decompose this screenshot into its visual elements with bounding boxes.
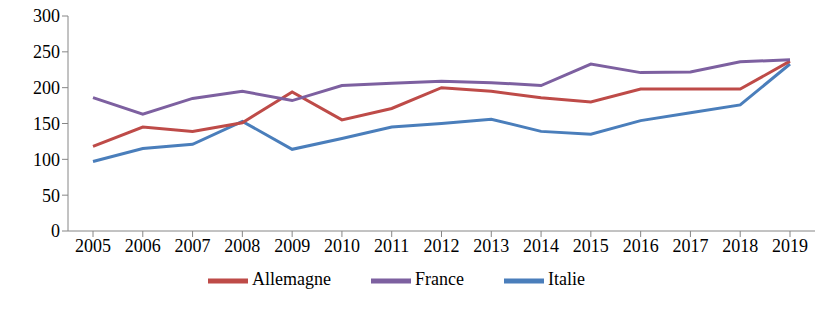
svg-text:2013: 2013 (473, 236, 509, 256)
svg-text:2008: 2008 (224, 236, 260, 256)
svg-text:2016: 2016 (623, 236, 659, 256)
svg-text:2019: 2019 (772, 236, 808, 256)
svg-text:50: 50 (42, 186, 60, 206)
svg-text:2015: 2015 (573, 236, 609, 256)
html-text:Italie: Italie (548, 269, 585, 290)
svg-text:2006: 2006 (125, 236, 161, 256)
svg-text:2012: 2012 (424, 236, 460, 256)
svg-text:250: 250 (33, 42, 60, 62)
html-text:Allemagne: Allemagne (252, 269, 331, 290)
svg-text:2011: 2011 (374, 236, 409, 256)
svg-text:2017: 2017 (672, 236, 708, 256)
svg-text:2005: 2005 (75, 236, 111, 256)
svg-text:2010: 2010 (324, 236, 360, 256)
html-text:France: France (415, 269, 464, 290)
svg-text:200: 200 (33, 78, 60, 98)
svg-text:2009: 2009 (274, 236, 310, 256)
svg-text:2014: 2014 (523, 236, 559, 256)
svg-text:0: 0 (51, 221, 60, 241)
svg-text:2007: 2007 (175, 236, 211, 256)
svg-text:300: 300 (33, 8, 60, 26)
svg-text:150: 150 (33, 114, 60, 134)
svg-text:2018: 2018 (722, 236, 758, 256)
svg-text:100: 100 (33, 150, 60, 170)
